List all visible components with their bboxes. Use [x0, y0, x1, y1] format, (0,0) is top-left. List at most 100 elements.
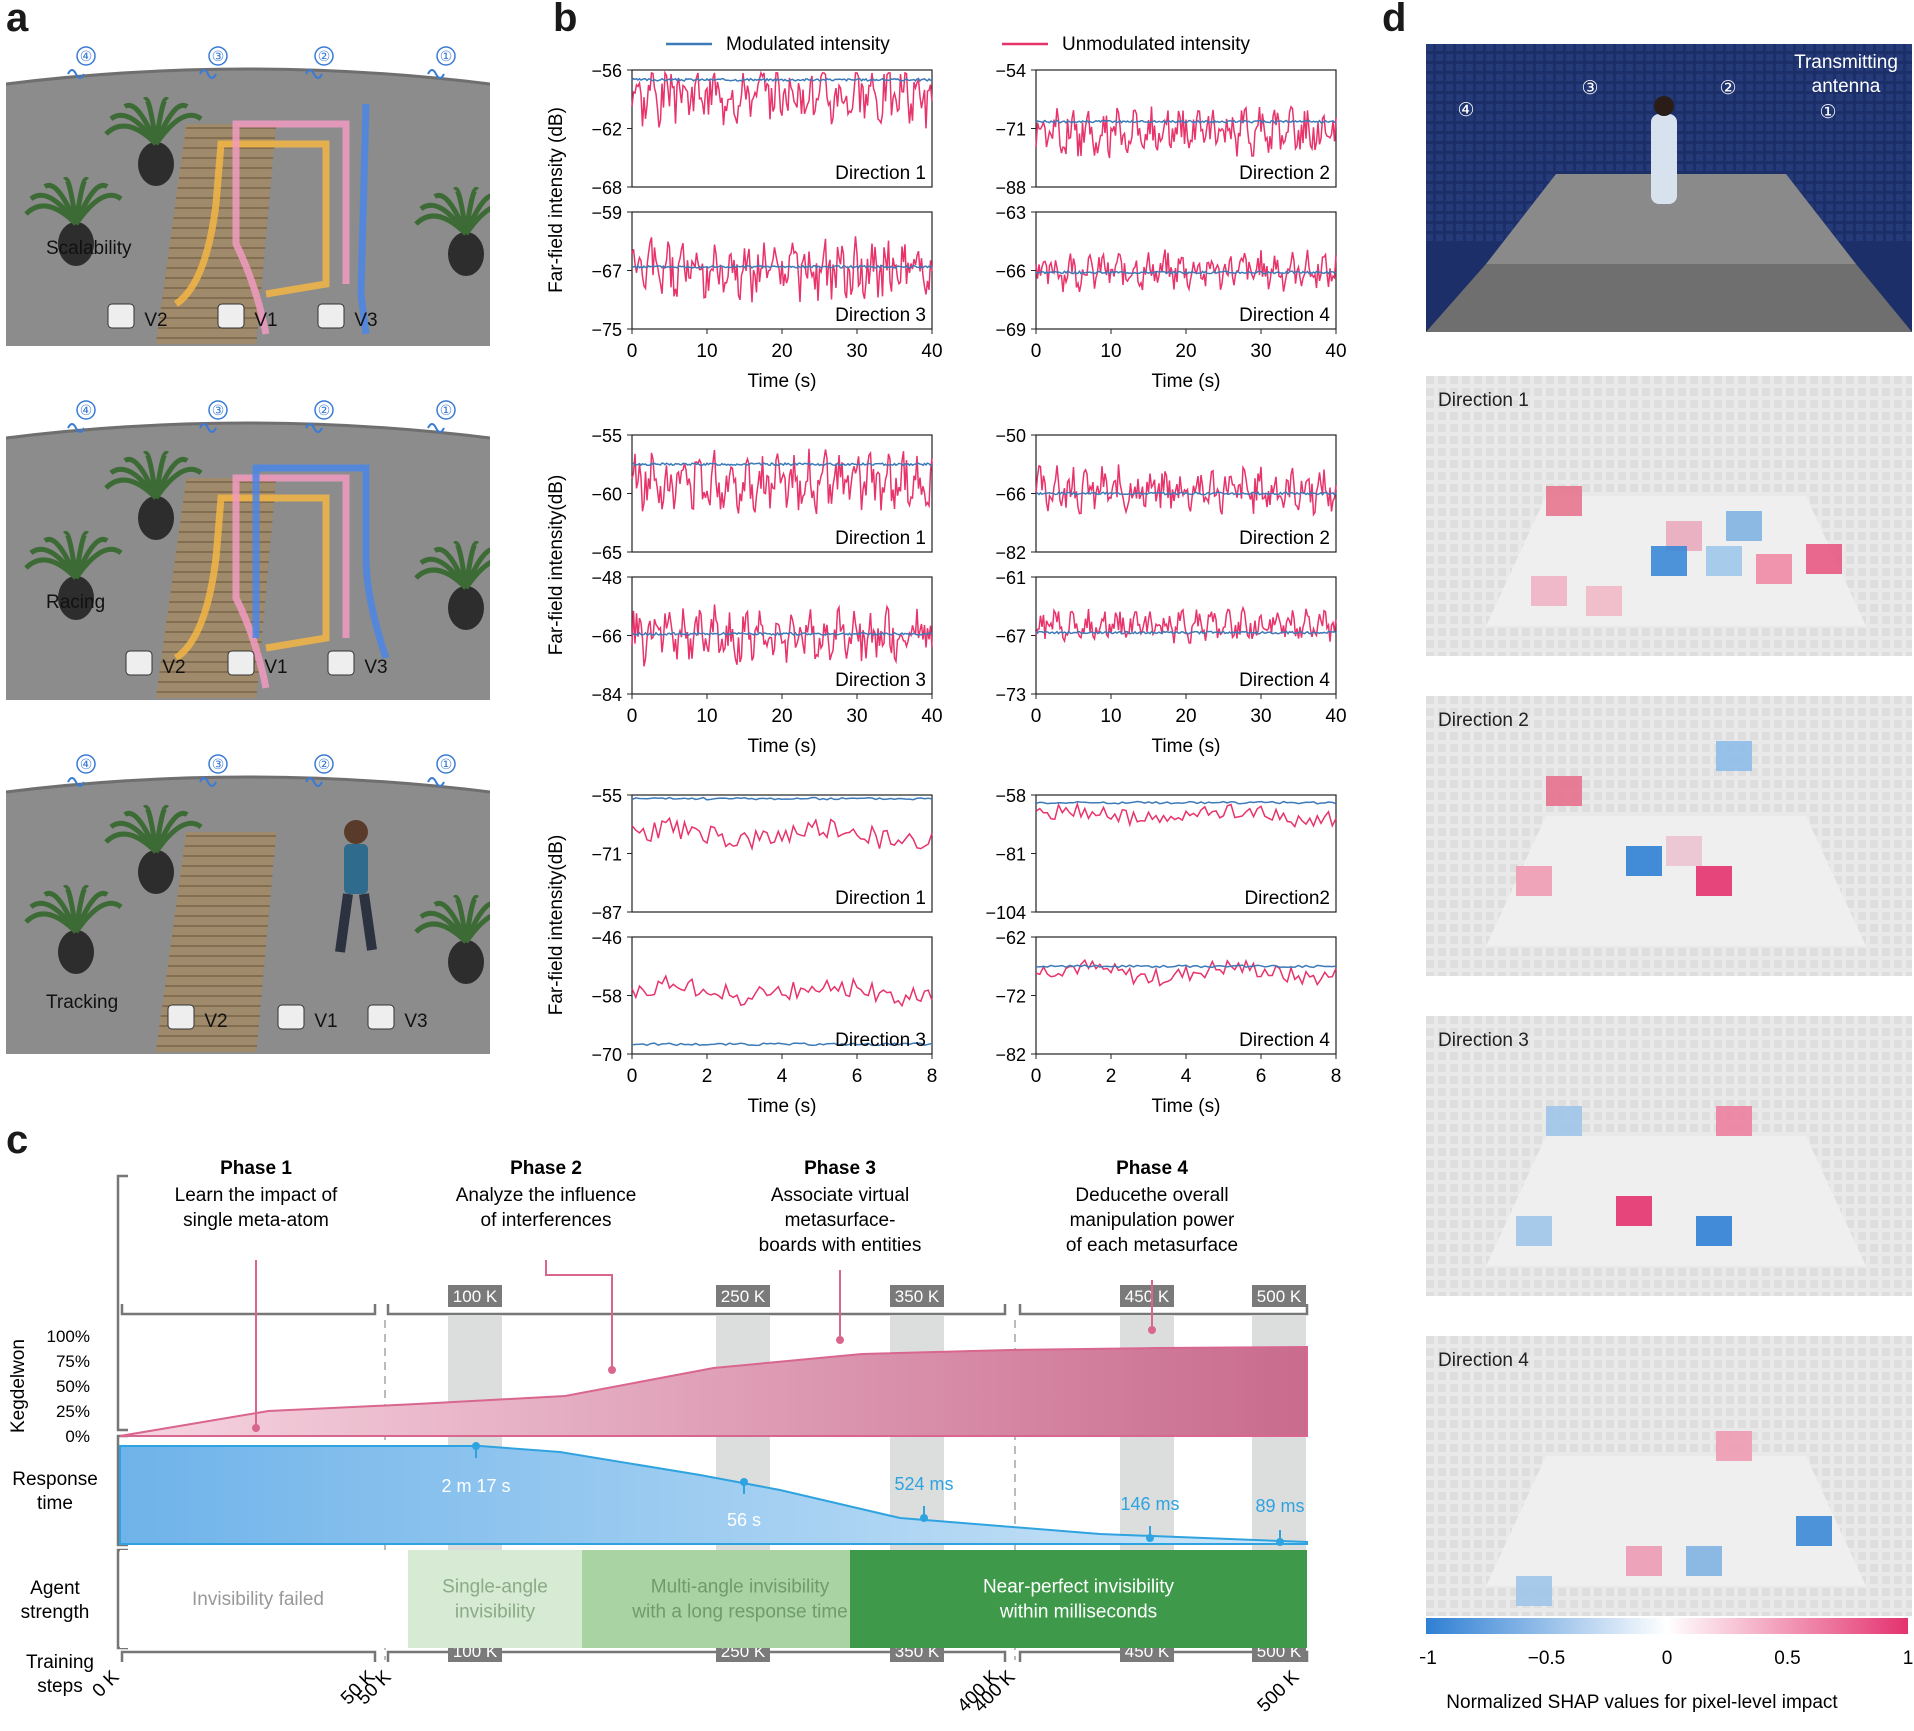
- knowledge-tick: 75%: [56, 1352, 90, 1371]
- vehicle-icon: [227, 650, 255, 676]
- x-tick-label: 2: [1106, 1066, 1117, 1087]
- direction-label: Direction 3: [835, 305, 926, 326]
- marker-number: ④: [80, 402, 93, 418]
- scene-racing: ④ ③ ② ① Racing V2 V1 V3: [6, 398, 490, 700]
- marker-circle: [208, 754, 228, 774]
- legend-modulated: Modulated intensity: [726, 34, 890, 55]
- series-unmodulated: [1035, 958, 1337, 987]
- marker-circle: [314, 400, 334, 420]
- x-tick-label: 4: [1181, 1066, 1192, 1087]
- direction-label: Direction 4: [1239, 1030, 1330, 1051]
- y-tick-label: −61: [995, 568, 1026, 588]
- knowledge-area: [119, 1345, 1308, 1437]
- phase-desc: Learn the impact of: [175, 1185, 338, 1206]
- agent-stage-text: Near-perfect invisibility: [983, 1577, 1175, 1598]
- agent-stage: [582, 1550, 850, 1648]
- colorbar-label: Normalized SHAP values for pixel-level i…: [1446, 1692, 1838, 1713]
- top-badge: 350 K: [895, 1287, 940, 1306]
- marker-circle: [76, 400, 96, 420]
- agent-axis-label: Agent: [30, 1578, 80, 1599]
- panel-letter-b: b: [553, 0, 578, 40]
- vehicle-label: V1: [264, 657, 287, 678]
- agent-stage-text: invisibility: [455, 1602, 536, 1623]
- far-field-plot: −55 −71 −87 Direction 1: [591, 786, 933, 923]
- x-tick-label: 10: [696, 706, 717, 727]
- direction-label: Direction 1: [835, 163, 926, 184]
- y-tick-label: −50: [995, 426, 1026, 446]
- y-tick-label: −69: [995, 320, 1026, 340]
- top-badge: 450 K: [1125, 1287, 1170, 1306]
- far-field-plot: −48 −66 −84 Direction 3 0 10 20 30 40 Time (s): [591, 568, 942, 757]
- x-tick-label: 0: [1031, 341, 1042, 362]
- agent-stage-text: Single-angle: [442, 1577, 548, 1598]
- marker-number: ②: [318, 402, 331, 418]
- agent-stage-text: Invisibility failed: [192, 1589, 324, 1610]
- x-axis-label: Time (s): [748, 371, 817, 392]
- top-badge: 250 K: [721, 1287, 766, 1306]
- y-tick-label: −66: [995, 262, 1026, 282]
- marker-circle: [436, 400, 456, 420]
- direction-label: Direction 3: [835, 670, 926, 691]
- phase-desc: of interferences: [481, 1210, 612, 1231]
- series-modulated: [631, 1042, 933, 1047]
- shap-map: Direction 1: [1426, 376, 1912, 656]
- agent-stage-text: with a long response time: [631, 1602, 847, 1623]
- response-annotation: 146 ms: [1120, 1494, 1179, 1514]
- y-axis-label: Far-field intensity(dB): [546, 835, 567, 1016]
- y-tick-label: −72: [995, 987, 1026, 1007]
- phase-title: Phase 3: [804, 1158, 876, 1179]
- series-unmodulated: [631, 70, 933, 129]
- x-axis-label: Time (s): [748, 1096, 817, 1117]
- y-tick-label: −58: [591, 987, 622, 1007]
- series-modulated: [1035, 964, 1337, 969]
- agent-stage-text: within milliseconds: [999, 1602, 1157, 1623]
- direction-label: Direction 4: [1239, 670, 1330, 691]
- agent-stage-text: Multi-angle invisibility: [651, 1577, 830, 1598]
- x-axis-label: Time (s): [748, 736, 817, 757]
- marker-number: ①: [440, 756, 453, 772]
- phase-desc: single meta-atom: [183, 1210, 329, 1231]
- photo-marker: ④: [1457, 100, 1474, 121]
- vehicle-label: V1: [254, 310, 277, 331]
- marker-number: ④: [80, 756, 93, 772]
- phase-desc: manipulation power: [1070, 1210, 1235, 1231]
- x-tick-label: 6: [1256, 1066, 1267, 1087]
- y-tick-label: −82: [995, 1045, 1026, 1065]
- far-field-plot: −59 −67 −75 Direction 3 0 10 20 30 40 Time (s): [591, 203, 942, 392]
- y-tick-label: −66: [995, 485, 1026, 505]
- y-tick-label: −73: [995, 685, 1026, 705]
- direction-label: Direction 1: [835, 528, 926, 549]
- x-tick-label: 40: [921, 706, 942, 727]
- direction-label: Direction 4: [1239, 305, 1330, 326]
- x-tick-label: 10: [696, 341, 717, 362]
- direction-label: Direction 1: [835, 888, 926, 909]
- x-tick-label: 8: [1331, 1066, 1342, 1087]
- vehicle-label: V2: [162, 657, 185, 678]
- x-tick-label: 20: [771, 341, 792, 362]
- series-modulated: [1035, 270, 1337, 275]
- far-field-plot: −56 −62 −68 Direction 1: [591, 61, 933, 198]
- colorbar-tick: −1: [1420, 1648, 1437, 1669]
- y-tick-label: −65: [591, 543, 622, 563]
- x-tick-label: 30: [1250, 341, 1271, 362]
- phase-desc: metasurface-: [785, 1210, 896, 1231]
- colorbar-gradient: [1426, 1618, 1908, 1634]
- y-tick-label: −82: [995, 543, 1026, 563]
- panel-letter-d: d: [1382, 0, 1407, 40]
- series-modulated: [1035, 119, 1337, 124]
- knowledge-tick: 25%: [56, 1402, 90, 1421]
- y-tick-label: −55: [591, 426, 622, 446]
- shap-colorbar: −1 −0.5 0 0.5 1 Normalized SHAP values for pi…: [1420, 1618, 1913, 1713]
- y-tick-label: −67: [591, 262, 622, 282]
- y-tick-label: −70: [591, 1045, 622, 1065]
- knowledge-tick: 0%: [65, 1427, 90, 1446]
- phase-desc: Analyze the influence: [456, 1185, 637, 1206]
- y-tick-label: −66: [591, 627, 622, 647]
- series-modulated: [1035, 630, 1337, 635]
- y-tick-label: −81: [995, 845, 1026, 865]
- y-tick-label: −84: [591, 685, 622, 705]
- y-tick-label: −56: [591, 61, 622, 81]
- far-field-plot: −62 −72 −82 Direction 4 0 2 4 6 8 Time (s): [995, 928, 1341, 1117]
- x-tick-label: 30: [846, 341, 867, 362]
